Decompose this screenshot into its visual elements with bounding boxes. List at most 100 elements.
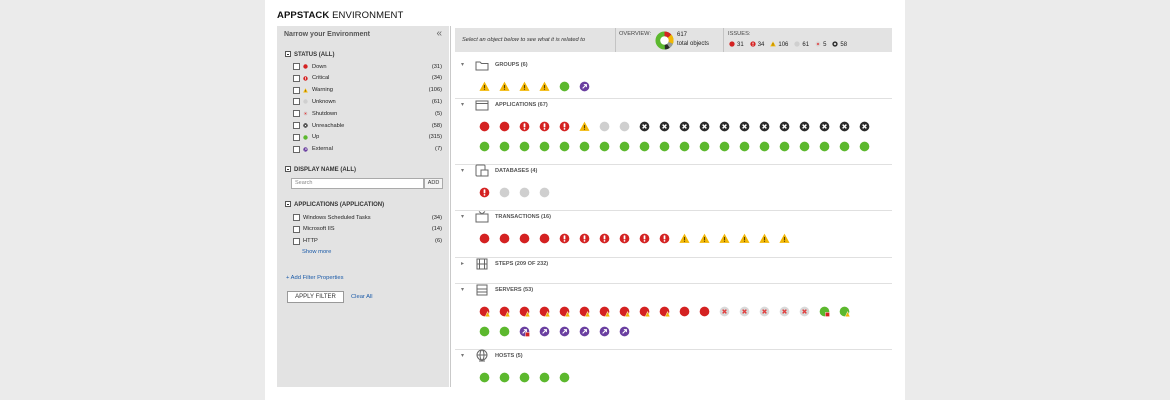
filter-checkbox[interactable] <box>293 214 300 221</box>
shutdown-status-icon[interactable] <box>779 304 791 317</box>
up-status-icon[interactable] <box>859 139 871 152</box>
up-status-icon[interactable] <box>519 370 531 383</box>
clear-all-link[interactable]: Clear All <box>351 294 373 300</box>
filter-checkbox[interactable] <box>293 145 300 153</box>
status-filter-unknown[interactable]: Unknown (61) <box>293 97 443 107</box>
down-status-icon[interactable] <box>699 304 711 317</box>
shutdown-status-icon[interactable] <box>759 304 771 317</box>
up-status-icon[interactable] <box>599 139 611 152</box>
unreachable-status-icon[interactable] <box>679 119 691 132</box>
down-status-icon[interactable] <box>519 231 531 244</box>
unknown-status-icon[interactable] <box>499 185 511 198</box>
status-filter-warning[interactable]: Warning (106) <box>293 86 443 96</box>
status-filter-up[interactable]: Up (315) <box>293 133 443 143</box>
shutdown-status-icon[interactable] <box>799 304 811 317</box>
status-filter-unreachable[interactable]: Unreachable (58) <box>293 121 443 131</box>
unknown-status-icon[interactable] <box>539 185 551 198</box>
up-status-icon[interactable] <box>519 139 531 152</box>
up-status-icon[interactable] <box>539 139 551 152</box>
shutdown-status-icon[interactable] <box>719 304 731 317</box>
down-warning-status-icon[interactable] <box>599 304 611 317</box>
status-section-header[interactable]: STATUS (ALL) <box>285 51 334 58</box>
filter-checkbox[interactable] <box>293 63 300 70</box>
unreachable-status-icon[interactable] <box>779 119 791 132</box>
warning-status-icon[interactable] <box>779 231 791 243</box>
warning-status-icon[interactable] <box>539 79 551 91</box>
applications-section-header[interactable]: APPLICATIONS (APPLICATION) <box>285 201 384 208</box>
group-label[interactable]: SERVERS (53) <box>495 287 534 293</box>
unknown-status-icon[interactable] <box>519 185 531 198</box>
warning-status-icon[interactable] <box>719 231 731 243</box>
display-name-section-header[interactable]: DISPLAY NAME (ALL) <box>285 166 356 173</box>
add-filter-properties-link[interactable]: + Add Filter Properties <box>286 275 344 281</box>
down-warning-status-icon[interactable] <box>519 304 531 317</box>
down-status-icon[interactable] <box>479 231 491 244</box>
warning-status-icon[interactable] <box>579 119 591 131</box>
status-filter-external[interactable]: External (7) <box>293 145 443 155</box>
filter-checkbox[interactable] <box>293 98 300 106</box>
up-status-icon[interactable] <box>499 324 511 337</box>
caret-down-icon[interactable]: ▾ <box>461 287 465 293</box>
down-status-icon[interactable] <box>479 119 491 132</box>
issue-count-unreachable[interactable]: 58 <box>832 41 847 48</box>
critical-status-icon[interactable] <box>659 231 671 244</box>
critical-status-icon[interactable] <box>599 231 611 244</box>
caret-down-icon[interactable]: ▾ <box>461 168 465 174</box>
external-status-icon[interactable] <box>539 324 551 337</box>
show-more-link[interactable]: Show more <box>302 249 332 255</box>
up-status-icon[interactable] <box>579 139 591 152</box>
group-label[interactable]: STEPS (209 OF 232) <box>495 261 549 267</box>
up-status-icon[interactable] <box>819 139 831 152</box>
down-warning-status-icon[interactable] <box>619 304 631 317</box>
down-warning-status-icon[interactable] <box>659 304 671 317</box>
collapse-minus-icon[interactable] <box>285 166 291 172</box>
filter-checkbox[interactable] <box>293 122 300 129</box>
shutdown-status-icon[interactable] <box>739 304 751 317</box>
down-warning-status-icon[interactable] <box>499 304 511 317</box>
critical-status-icon[interactable] <box>539 119 551 132</box>
issue-count-critical[interactable]: 34 <box>750 41 764 48</box>
unreachable-status-icon[interactable] <box>839 119 851 132</box>
down-status-icon[interactable] <box>499 231 511 244</box>
external-status-icon[interactable] <box>579 79 591 92</box>
external-status-icon[interactable] <box>599 324 611 337</box>
filter-checkbox[interactable] <box>293 86 300 94</box>
filter-checkbox[interactable] <box>293 110 300 118</box>
status-filter-critical[interactable]: Critical (34) <box>293 74 443 84</box>
up-status-icon[interactable] <box>759 139 771 152</box>
unreachable-status-icon[interactable] <box>699 119 711 132</box>
down-warning-status-icon[interactable] <box>479 304 491 317</box>
down-status-icon[interactable] <box>679 304 691 317</box>
filter-checkbox[interactable] <box>293 74 300 82</box>
collapse-minus-icon[interactable] <box>285 201 291 207</box>
filter-checkbox[interactable] <box>293 133 300 141</box>
up-status-icon[interactable] <box>679 139 691 152</box>
unreachable-status-icon[interactable] <box>739 119 751 132</box>
critical-status-icon[interactable] <box>519 119 531 132</box>
warning-status-icon[interactable] <box>499 79 511 91</box>
warning-status-icon[interactable] <box>739 231 751 243</box>
down-warning-status-icon[interactable] <box>559 304 571 317</box>
caret-down-icon[interactable]: ▾ <box>461 102 465 108</box>
caret-down-icon[interactable]: ▾ <box>461 214 465 220</box>
unreachable-status-icon[interactable] <box>799 119 811 132</box>
up-status-icon[interactable] <box>479 324 491 337</box>
up-status-icon[interactable] <box>699 139 711 152</box>
critical-status-icon[interactable] <box>479 185 491 198</box>
critical-status-icon[interactable] <box>559 231 571 244</box>
filter-checkbox[interactable] <box>293 237 300 245</box>
application-filter-item[interactable]: HTTP (6) <box>293 237 443 247</box>
up-status-icon[interactable] <box>799 139 811 152</box>
up-status-icon[interactable] <box>639 139 651 152</box>
unknown-status-icon[interactable] <box>619 119 631 132</box>
unreachable-status-icon[interactable] <box>659 119 671 132</box>
external-status-icon[interactable] <box>579 324 591 337</box>
up-down-status-icon[interactable] <box>819 304 831 317</box>
issue-count-unknown[interactable]: 61 <box>794 41 809 48</box>
up-status-icon[interactable] <box>619 139 631 152</box>
up-status-icon[interactable] <box>479 139 491 152</box>
up-status-icon[interactable] <box>739 139 751 152</box>
issue-count-shutdown[interactable]: 5 <box>815 41 826 48</box>
external-status-icon[interactable] <box>619 324 631 337</box>
down-warning-status-icon[interactable] <box>639 304 651 317</box>
